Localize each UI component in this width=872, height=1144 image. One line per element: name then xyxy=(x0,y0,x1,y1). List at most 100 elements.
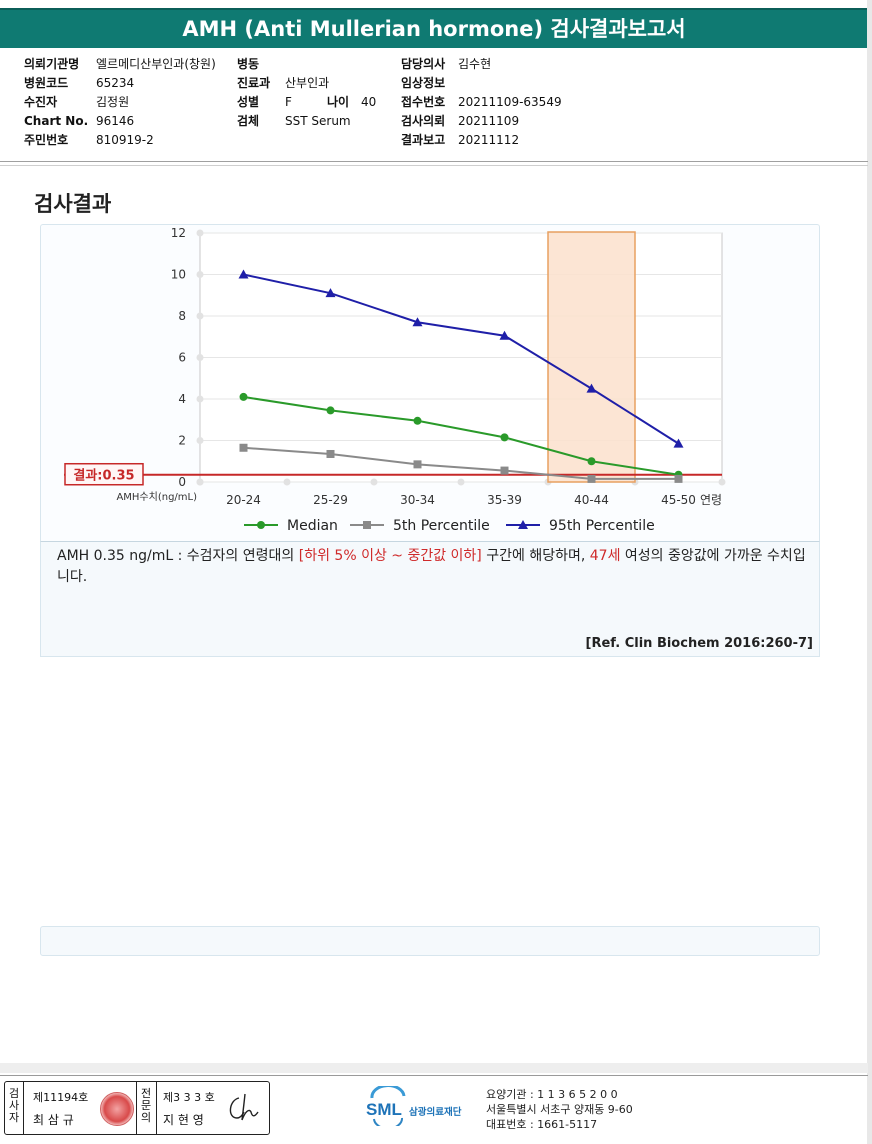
confirmer-name: 지 현 영 xyxy=(163,1113,204,1127)
stamp-divider xyxy=(23,1082,24,1134)
data-point xyxy=(500,433,509,442)
y-tick-label: 6 xyxy=(178,351,186,365)
x-axis-suffix: 연령 xyxy=(700,493,722,507)
data-point xyxy=(238,269,249,279)
info-label: Chart No. xyxy=(24,114,89,128)
data-point xyxy=(673,438,684,448)
stamp-divider xyxy=(156,1082,157,1134)
sml-logo: SML 삼광의료재단 xyxy=(366,1086,462,1126)
data-point xyxy=(586,383,597,393)
x-tick-label: 45-50 xyxy=(661,493,696,507)
org-address-block: 요양기관 : 1 1 3 6 5 2 0 0 서울특별시 서초구 양재동 9-6… xyxy=(486,1087,633,1132)
legend-swatch-marker xyxy=(257,521,265,529)
info-value: 김수현 xyxy=(458,57,492,71)
data-point xyxy=(413,460,422,469)
info-value: 20211109-63549 xyxy=(458,95,562,109)
footer-divider xyxy=(0,1075,868,1076)
info-value: F xyxy=(285,95,292,109)
data-point xyxy=(325,288,336,298)
info-label: 수진자 xyxy=(24,95,58,109)
info-value: 20211109 xyxy=(458,114,520,128)
footer-strip xyxy=(0,1063,868,1073)
data-point xyxy=(587,457,596,466)
y-tick-dot xyxy=(196,271,204,278)
empty-comment-panel xyxy=(40,926,820,956)
inspector-name: 최 삼 규 xyxy=(33,1113,74,1127)
info-value: 20211112 xyxy=(458,133,520,147)
legend-swatch-marker xyxy=(363,521,371,529)
y-tick-dot xyxy=(196,437,204,444)
info-label: 검체 xyxy=(237,114,260,128)
report-title: AMH (Anti Mullerian hormone) 검사결과보고서 xyxy=(0,8,868,48)
signature-stamp: 검사자 제11194호 최 삼 규 전문의 제3 3 3 호 지 현 영 xyxy=(4,1081,270,1135)
y-tick-label: 2 xyxy=(178,434,186,448)
data-point xyxy=(587,474,596,483)
x-tick-label: 40-44 xyxy=(574,493,609,507)
info-label: 임상정보 xyxy=(401,76,446,90)
x-tick-label: 35-39 xyxy=(487,493,522,507)
section-title: 검사결과 xyxy=(34,192,112,216)
info-label: 접수번호 xyxy=(401,95,446,109)
interpretation-part: 여성의 중앙값에 가까운 수치입니다. xyxy=(57,548,806,585)
info-value: 810919-2 xyxy=(96,133,154,147)
y-tick-label: 10 xyxy=(171,268,186,282)
org-phone: 대표번호 : 1661-5117 xyxy=(486,1118,598,1131)
x-tick-dot xyxy=(718,478,726,486)
data-point xyxy=(500,466,509,475)
interpretation-part: 구간에 해당하며, xyxy=(481,548,590,564)
info-value: 김정원 xyxy=(96,95,130,109)
org-code: 요양기관 : 1 1 3 6 5 2 0 0 xyxy=(486,1088,618,1101)
sml-logo-text: SML xyxy=(366,1100,402,1119)
y-unit-label: AMH수치(ng/mL) xyxy=(116,491,197,503)
series-line xyxy=(243,446,679,480)
x-tick-dot xyxy=(283,478,291,486)
x-tick-label: 20-24 xyxy=(226,493,261,507)
inspector-label: 검사자 xyxy=(8,1087,20,1124)
legend-label: 5th Percentile xyxy=(393,518,490,534)
y-tick-dot xyxy=(196,312,204,320)
lab-info-column: 담당의사 김수현 임상정보 접수번호 20211109-63549 검사의뢰 2021… xyxy=(401,55,562,150)
header-divider xyxy=(0,161,868,162)
data-point xyxy=(412,317,423,327)
confirmer-license: 제3 3 3 호 xyxy=(163,1091,215,1104)
info-label: 검사의뢰 xyxy=(401,114,446,128)
org-name: 삼광의료재단 xyxy=(409,1106,462,1118)
interpretation-part: AMH 0.35 ng/mL : 수검자의 연령대의 xyxy=(57,548,299,564)
info-value: 엘르메디산부인과(창원) xyxy=(96,57,216,71)
org-address: 서울특별시 서초구 양재동 9-60 xyxy=(486,1103,633,1116)
official-seal-icon xyxy=(100,1092,134,1126)
info-label: 의뢰기관명 xyxy=(24,57,80,71)
result-label-box xyxy=(64,462,144,486)
legend-swatch-marker xyxy=(518,520,528,529)
interpretation-range: [하위 5% 이상 ~ 중간값 이하] xyxy=(298,548,482,564)
confirmer-label: 전문의 xyxy=(140,1087,152,1124)
data-point xyxy=(674,474,683,483)
patient-info-column: 의뢰기관명 엘르메디산부인과(창원) 병원코드 65234 수진자 김정원 Chart… xyxy=(24,55,216,150)
y-tick-label: 8 xyxy=(178,309,186,323)
x-tick-dot xyxy=(370,478,378,486)
interpretation-text: AMH 0.35 ng/mL : 수검자의 연령대의 [하위 5% 이상 ~ 중… xyxy=(57,546,813,588)
y-tick-dot xyxy=(196,354,204,361)
info-label: 담당의사 xyxy=(401,57,446,71)
data-point xyxy=(499,330,510,340)
stamp-divider xyxy=(136,1082,137,1134)
y-tick-label: 0 xyxy=(178,475,186,489)
x-tick-dot xyxy=(196,478,204,486)
inspector-license: 제11194호 xyxy=(33,1091,89,1104)
result-label: 결과:0.35 xyxy=(73,468,134,484)
handwritten-signature-icon xyxy=(229,1093,259,1121)
age-highlight-band xyxy=(547,231,636,483)
info-label: 진료과 xyxy=(237,76,271,90)
series-line xyxy=(243,395,679,476)
info-label: 나이 xyxy=(327,95,350,109)
header-divider-secondary xyxy=(0,165,868,166)
data-point xyxy=(239,443,248,452)
data-point xyxy=(326,449,335,458)
info-value: SST Serum xyxy=(285,114,351,128)
info-label: 병동 xyxy=(237,57,260,71)
data-point xyxy=(413,416,422,425)
y-tick-label: 4 xyxy=(178,392,186,406)
series-line xyxy=(243,273,680,445)
data-point xyxy=(326,406,335,415)
legend-label: Median xyxy=(287,518,338,534)
